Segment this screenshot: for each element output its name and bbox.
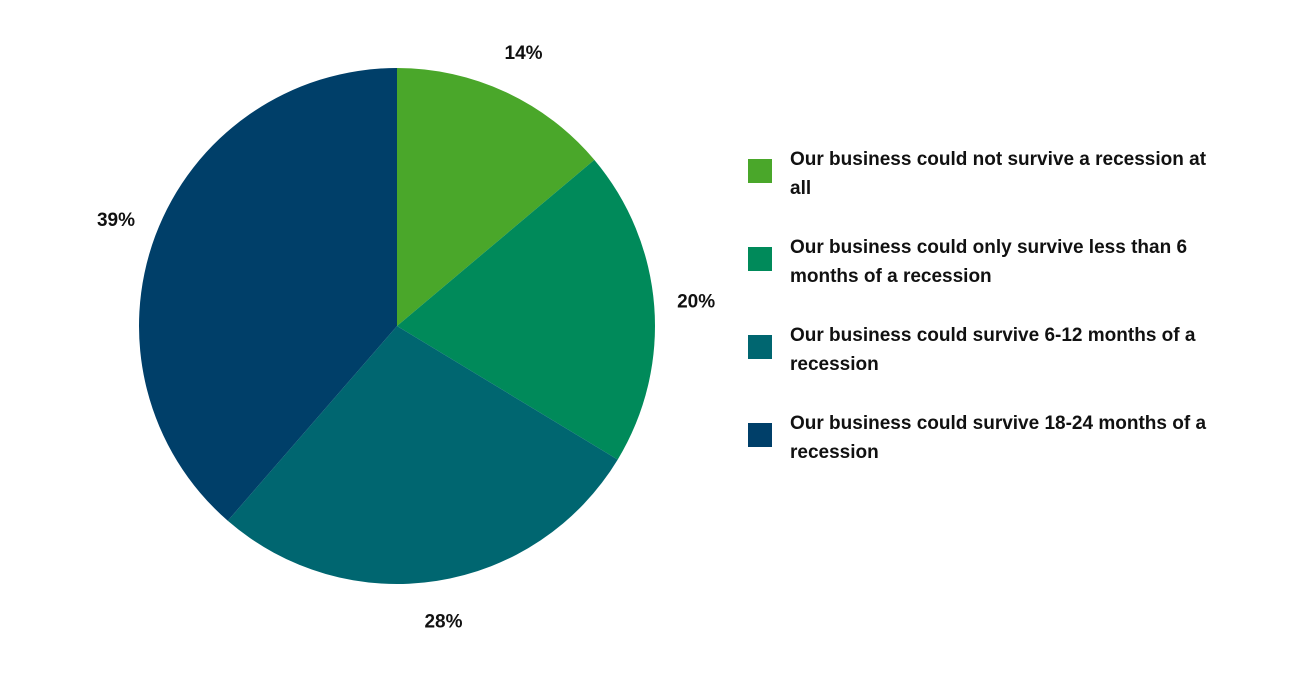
- data-label: 39%: [97, 210, 135, 231]
- legend-label: Our business could only survive less tha…: [790, 237, 1188, 287]
- legend-label: Our business could survive 18-24 months …: [790, 413, 1207, 463]
- legend-item: Our business could survive 6-12 months o…: [748, 321, 1248, 379]
- data-label: 20%: [677, 292, 715, 313]
- pie-slice: [227, 326, 618, 584]
- legend-swatch: [748, 159, 772, 183]
- legend-item: Our business could survive 18-24 months …: [748, 409, 1248, 467]
- pie-slice: [397, 68, 595, 326]
- data-label: 28%: [424, 611, 462, 632]
- legend-item: Our business could not survive a recessi…: [748, 145, 1248, 203]
- legend-swatch: [748, 423, 772, 447]
- legend-swatch: [748, 335, 772, 359]
- legend-item: Our business could only survive less tha…: [748, 233, 1248, 291]
- legend-label: Our business could survive 6-12 months o…: [790, 325, 1196, 375]
- legend-label: Our business could not survive a recessi…: [790, 149, 1207, 199]
- legend-swatch: [748, 247, 772, 271]
- pie-slice: [139, 68, 398, 521]
- pie-slice: [397, 159, 655, 460]
- legend: Our business could not survive a recessi…: [748, 145, 1248, 497]
- data-label: 14%: [505, 43, 543, 64]
